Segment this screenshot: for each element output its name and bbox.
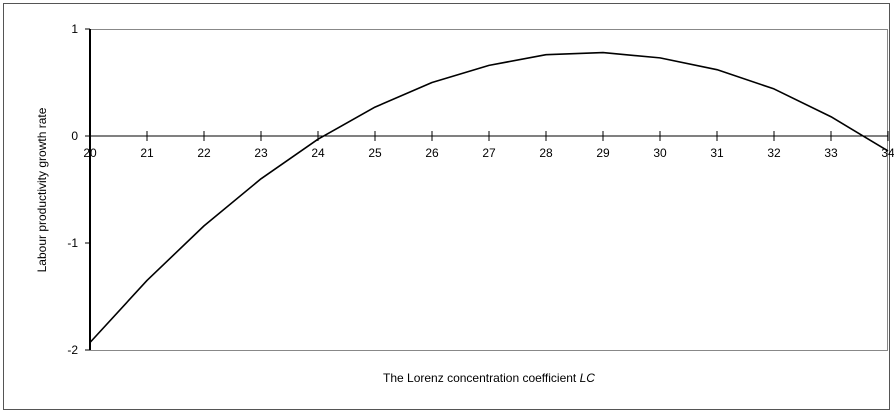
y-axis-title: Labour productivity growth rate xyxy=(35,107,49,272)
x-tick-label: 28 xyxy=(539,146,553,160)
y-tick-label: 0 xyxy=(71,129,78,143)
x-tick-label: 26 xyxy=(425,146,439,160)
x-tick-label: 23 xyxy=(254,146,268,160)
x-tick-label: 22 xyxy=(197,146,211,160)
x-tick-label: 33 xyxy=(824,146,838,160)
curve xyxy=(89,51,889,344)
x-tick-label: 21 xyxy=(140,146,154,160)
x-tick-label: 29 xyxy=(596,146,610,160)
x-axis-title-text: The Lorenz concentration coefficient xyxy=(383,371,577,385)
x-axis-title-italic: LC xyxy=(580,371,596,385)
x-tick-label: 32 xyxy=(767,146,781,160)
x-tick-label: 20 xyxy=(83,146,97,160)
y-tick-label: -1 xyxy=(67,236,78,250)
x-axis-title: The Lorenz concentration coefficient LC xyxy=(383,371,595,385)
x-tick-label: 31 xyxy=(710,146,724,160)
x-tick-label: 27 xyxy=(482,146,496,160)
y-tick-label: -2 xyxy=(67,343,78,357)
x-tick-label: 30 xyxy=(653,146,667,160)
y-tick-label: 1 xyxy=(71,22,78,36)
x-tick-label: 25 xyxy=(368,146,382,160)
plot-area xyxy=(90,29,888,351)
x-tick-label: 24 xyxy=(311,146,325,160)
